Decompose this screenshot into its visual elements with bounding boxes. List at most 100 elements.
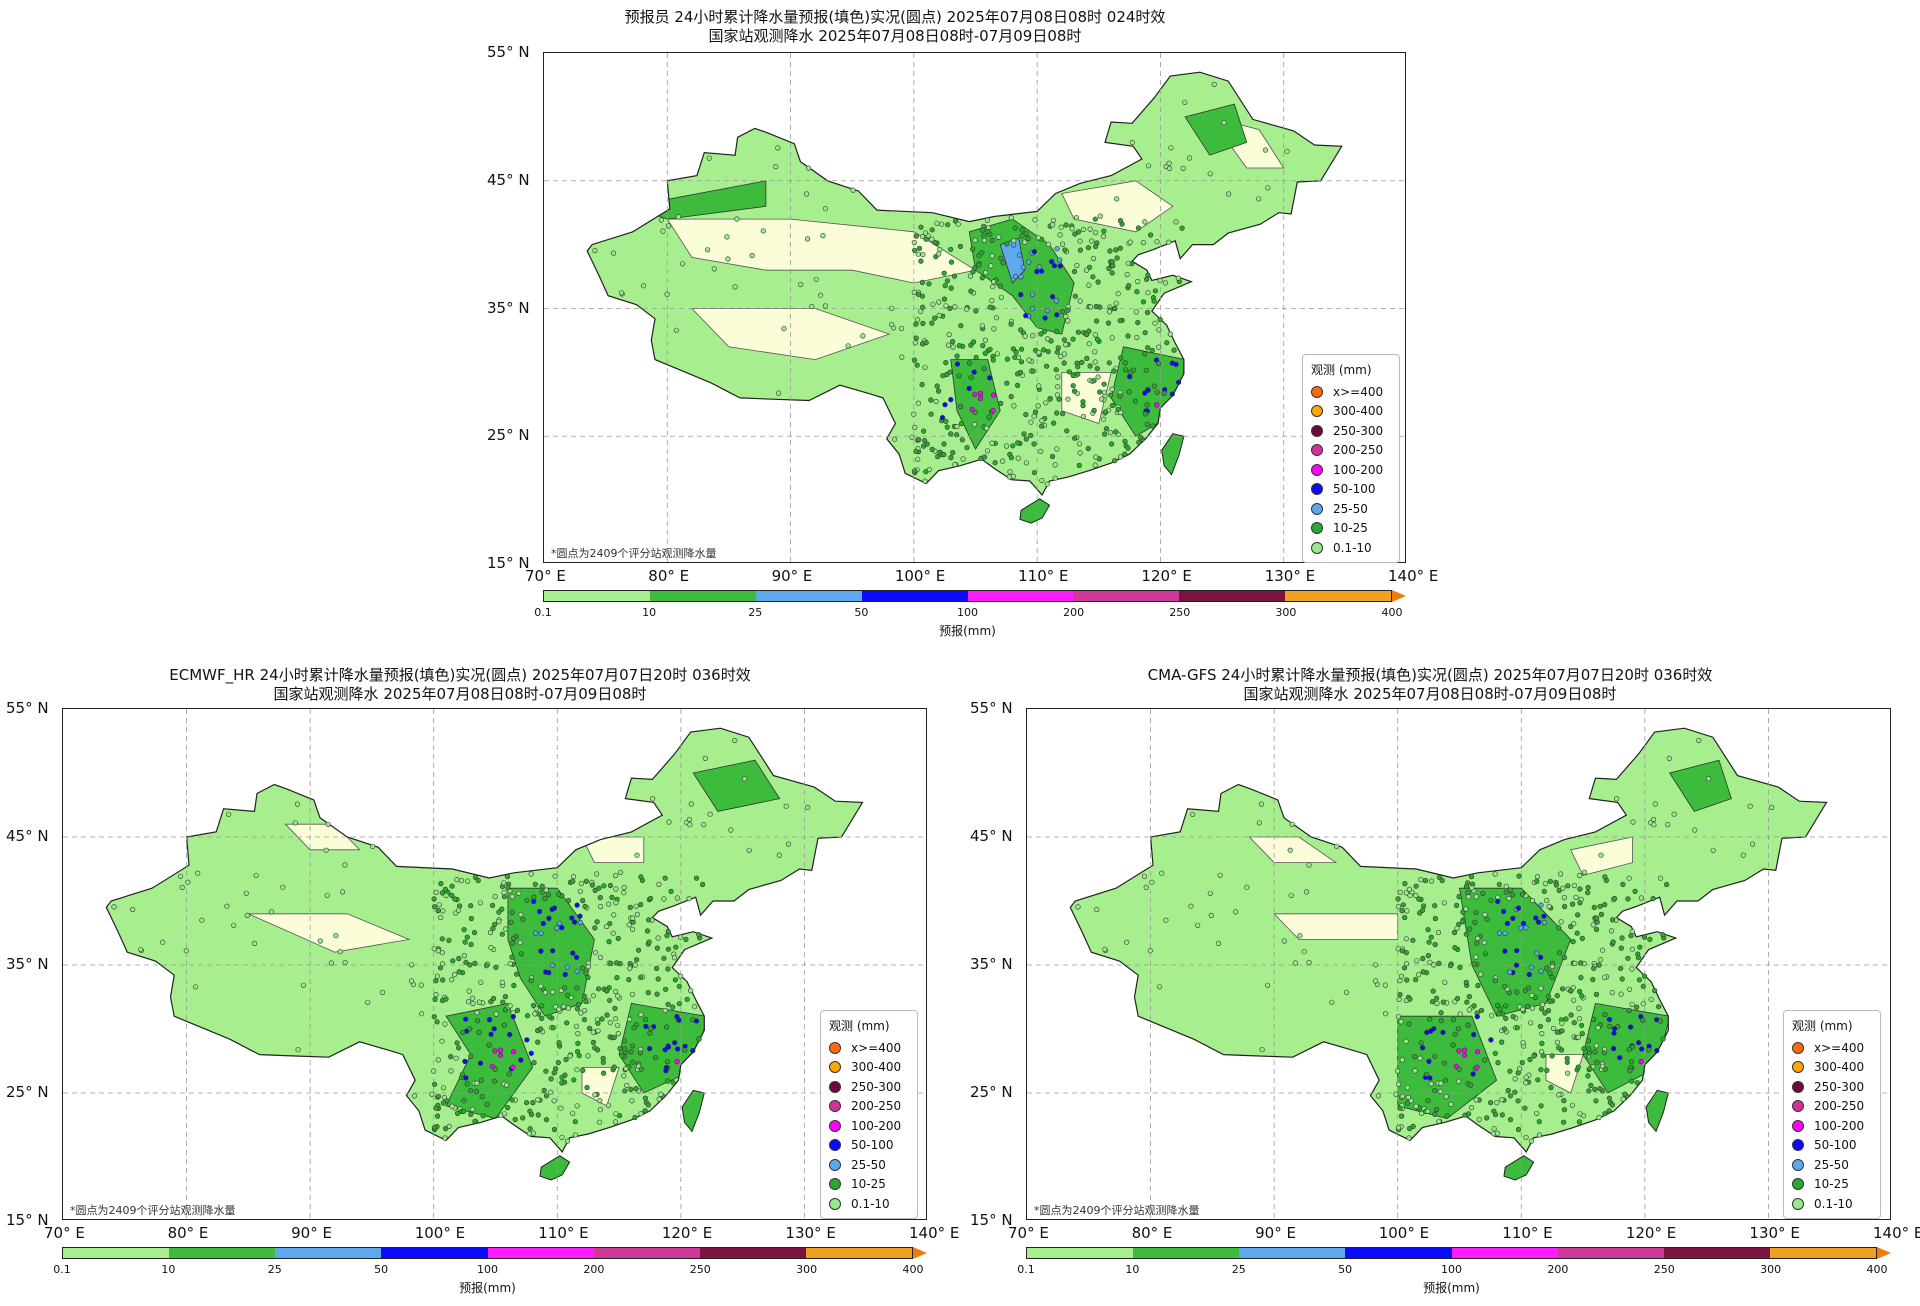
station-dot [1608,928,1615,934]
station-dot [913,335,919,341]
station-dot [916,437,922,443]
station-dot [580,897,586,904]
lat-tick-label: 25° N [487,426,530,445]
station-dot [583,970,589,976]
station-dot [630,915,636,921]
station-dot [1135,225,1142,231]
station-dot [509,1097,515,1103]
colorbar-tick-label: 0.1 [53,1263,71,1276]
no-rain-area [1061,180,1174,233]
station-dot [1665,821,1671,828]
station-dot [1264,982,1271,988]
station-dot [1141,873,1148,879]
station-dot [1441,900,1447,906]
station-dot [1054,392,1061,398]
station-dot [1556,1045,1562,1051]
station-dot [613,1111,619,1117]
colorbar-extend-arrow [1392,590,1406,602]
station-dot [918,308,924,314]
station-dot [435,1093,442,1099]
station-dot [604,988,610,994]
station-dot [1425,1108,1431,1114]
station-dot [1169,391,1175,397]
station-dot [1109,386,1115,392]
station-dot [1597,1086,1603,1092]
station-dot [1429,999,1436,1005]
station-dot [1561,1107,1568,1113]
station-dot [1602,1066,1608,1072]
station-dot [655,935,661,941]
colorbar-tick-label: 300 [1760,1263,1782,1276]
station-dot [548,1089,554,1095]
station-dot [512,1116,518,1123]
station-dot [492,921,498,927]
station-dot [1671,811,1677,817]
station-dot [454,1110,461,1117]
station-dot [951,273,958,279]
station-dot [1034,269,1040,275]
colorbar-tick-label: 100 [477,1263,498,1276]
station-dot [1106,309,1113,315]
station-dot [1023,231,1029,237]
station-dot [1525,1003,1531,1010]
legend-item: x>=400 [1792,1038,1872,1058]
station-dot [1502,930,1508,936]
station-dot [944,278,951,284]
station-dot [1008,321,1014,327]
station-dot [1042,315,1048,321]
station-dot [543,969,549,975]
colorbar-segment [487,1248,594,1258]
station-dot [342,959,348,966]
station-dot [676,983,682,989]
station-dot [1465,894,1472,900]
station-dot [325,821,331,827]
station-dot [1152,320,1158,326]
station-dot [1610,939,1616,945]
station-dot [461,927,467,933]
station-dot [1010,443,1016,449]
station-dot [1468,1082,1474,1088]
station-dot [805,804,811,810]
station-dot [607,882,614,889]
legend-label: 10-25 [1333,521,1368,536]
station-dot [1471,1032,1477,1038]
station-dot [1108,441,1115,447]
station-dot [1590,977,1596,983]
station-dot [1434,995,1440,1001]
station-dot [1050,294,1056,300]
legend-item: 25-50 [829,1155,909,1175]
station-dot [923,340,929,346]
station-dot [1432,941,1438,948]
station-dot [638,902,644,908]
station-dot [663,1024,670,1030]
station-dot [1439,877,1445,884]
legend-item: x>=400 [1311,382,1391,402]
station-dot [629,1043,636,1049]
station-dot [1541,913,1547,919]
station-dot [1211,81,1217,88]
station-dot [1492,1050,1498,1056]
station-dot [1292,960,1299,966]
station-dot [546,1014,552,1020]
station-dot [1150,423,1156,429]
station-dot [1549,964,1555,970]
station-dot [646,939,652,945]
station-dot [978,390,984,397]
station-dot [1154,239,1160,245]
station-dot [582,903,588,909]
station-dot [439,890,446,896]
station-dot [1113,300,1119,306]
colorbar-tick-label: 25 [1231,1263,1246,1276]
observation-legend: 观测 (mm) x>=400 300-400 250-300 200-250 100-20… [1302,354,1400,563]
station-dot [1514,989,1520,995]
station-dot [567,1053,573,1059]
station-dot [1093,303,1100,309]
station-dot [244,912,250,918]
station-dot [1256,820,1262,826]
station-dot [1534,950,1540,956]
station-dot [1426,1058,1432,1065]
station-dot [1154,402,1160,408]
station-dot [1085,245,1092,251]
station-dot [449,883,455,889]
station-dot [1265,185,1271,191]
